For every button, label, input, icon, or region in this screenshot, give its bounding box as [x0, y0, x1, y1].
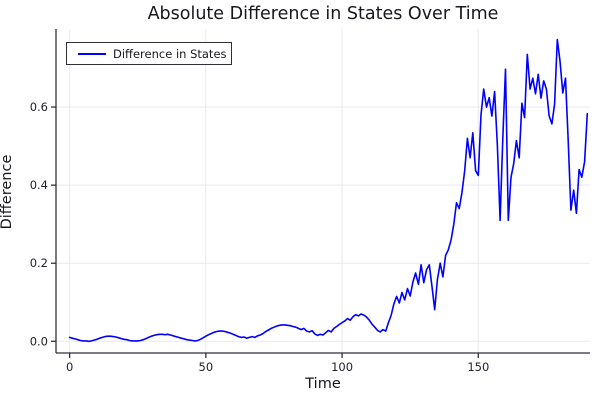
x-tick-label: 100	[331, 360, 353, 374]
y-tick-label: 0.6	[30, 100, 48, 114]
x-tick-label: 0	[66, 360, 73, 374]
y-tick-label: 0.4	[30, 178, 48, 192]
legend-series-label: Difference in States	[113, 46, 227, 61]
legend-line-sample	[78, 52, 106, 55]
x-tick-label: 50	[199, 360, 214, 374]
legend-box: Difference in States	[66, 42, 232, 65]
x-tick-label: 150	[467, 360, 489, 374]
chart-title: Absolute Difference in States Over Time	[147, 4, 499, 24]
difference-series-line	[68, 38, 589, 343]
y-tick-label: 0.2	[30, 256, 48, 270]
y-axis-label: Difference	[0, 154, 15, 230]
x-axis-label: Time	[305, 376, 341, 392]
y-tick-label: 0.0	[30, 334, 48, 348]
